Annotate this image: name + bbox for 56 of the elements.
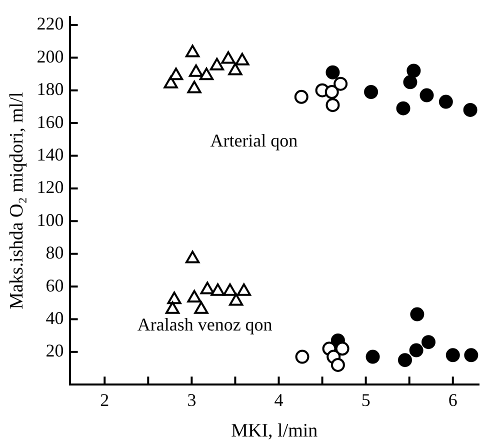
- point: [463, 102, 478, 117]
- y-tick-label: 120: [36, 177, 64, 198]
- point: [406, 64, 421, 78]
- point: [326, 98, 340, 112]
- y-tick-label: 60: [46, 275, 64, 296]
- point: [235, 52, 250, 66]
- point: [330, 358, 345, 372]
- point: [446, 348, 460, 362]
- point: [420, 88, 434, 102]
- point: [186, 250, 200, 264]
- point: [403, 75, 418, 90]
- point: [228, 62, 242, 76]
- point: [199, 68, 214, 80]
- y-tick-label: 160: [36, 112, 64, 132]
- y-tick-label: 180: [36, 79, 64, 100]
- x-axis-title: MKI, l/min: [231, 420, 318, 442]
- y-tick-label: 140: [36, 144, 64, 164]
- x-tick-label: 2: [100, 390, 110, 410]
- point: [410, 307, 424, 322]
- point: [438, 94, 453, 109]
- y-tick-label: 100: [36, 210, 64, 230]
- y-tick-label: 80: [46, 242, 64, 263]
- point: [464, 348, 478, 362]
- point: [295, 350, 310, 364]
- point: [186, 44, 200, 58]
- point: [326, 65, 340, 80]
- point: [396, 101, 410, 116]
- annotation: Aralash venoz qon: [137, 314, 272, 334]
- point: [324, 84, 339, 99]
- point: [366, 350, 380, 364]
- point: [294, 90, 308, 104]
- point: [229, 293, 244, 306]
- y-tick-label: 200: [36, 46, 64, 66]
- y-tick-label: 40: [46, 308, 64, 328]
- point: [188, 64, 204, 77]
- x-tick-label: 4: [274, 390, 284, 410]
- point: [398, 353, 412, 368]
- y-tick-label: 220: [36, 14, 64, 34]
- x-tick-label: 3: [187, 390, 196, 410]
- point: [168, 68, 184, 80]
- point: [335, 342, 350, 356]
- point: [409, 343, 424, 358]
- point: [422, 335, 436, 350]
- point: [164, 76, 178, 88]
- point: [167, 292, 182, 304]
- point: [210, 58, 224, 70]
- point: [364, 84, 378, 99]
- x-tick-label: 6: [448, 390, 458, 410]
- y-axis-title: Maks.ishda O₂ miqdori, ml/l: [6, 92, 28, 310]
- y-tick-label: 20: [46, 340, 64, 361]
- x-tick-label: 5: [361, 390, 370, 410]
- point: [221, 51, 236, 64]
- point: [187, 80, 202, 94]
- point: [334, 76, 348, 91]
- point: [200, 282, 214, 294]
- annotation: Arterial qon: [210, 130, 298, 151]
